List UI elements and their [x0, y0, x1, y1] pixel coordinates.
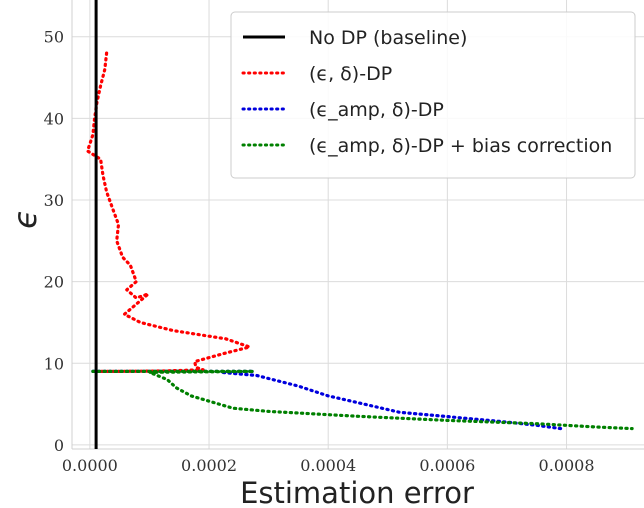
y-tick-label: 10 [44, 354, 64, 373]
y-tick-label: 50 [44, 28, 64, 47]
legend-label-1: (ϵ, δ)-DP [309, 63, 392, 85]
y-axis-label: ϵ [6, 209, 44, 229]
series-group [85, 0, 634, 449]
legend: No DP (baseline) (ϵ, δ)-DP (ϵ_amp, δ)-DP (ϵ… [230, 11, 636, 179]
y-tick-label: 30 [44, 191, 64, 210]
y-tick-label: 0 [54, 436, 64, 455]
legend-label-0: No DP (baseline) [309, 27, 467, 49]
x-tick-label: 0.0006 [419, 456, 475, 475]
legend-box [230, 11, 636, 179]
legend-label-2: (ϵ_amp, δ)-DP [309, 99, 444, 121]
series-line-3 [91, 369, 634, 431]
series-line-1 [85, 51, 252, 373]
tick-labels: 0.0000 0.0002 0.0004 0.0006 0.0008 0 10 20 30 40 5… [44, 28, 595, 475]
legend-label-3: (ϵ_amp, δ)-DP + bias correction [309, 135, 612, 157]
y-tick-label: 40 [44, 109, 64, 128]
y-tick-label: 20 [44, 273, 64, 292]
x-axis-label: Estimation error [240, 476, 474, 508]
x-tick-label: 0.0002 [181, 456, 237, 475]
x-tick-label: 0.0008 [539, 456, 595, 475]
series-line-2 [91, 369, 563, 431]
x-tick-label: 0.0004 [300, 456, 356, 475]
plot-frame [71, 0, 644, 450]
x-tick-label: 0.0000 [62, 456, 118, 475]
